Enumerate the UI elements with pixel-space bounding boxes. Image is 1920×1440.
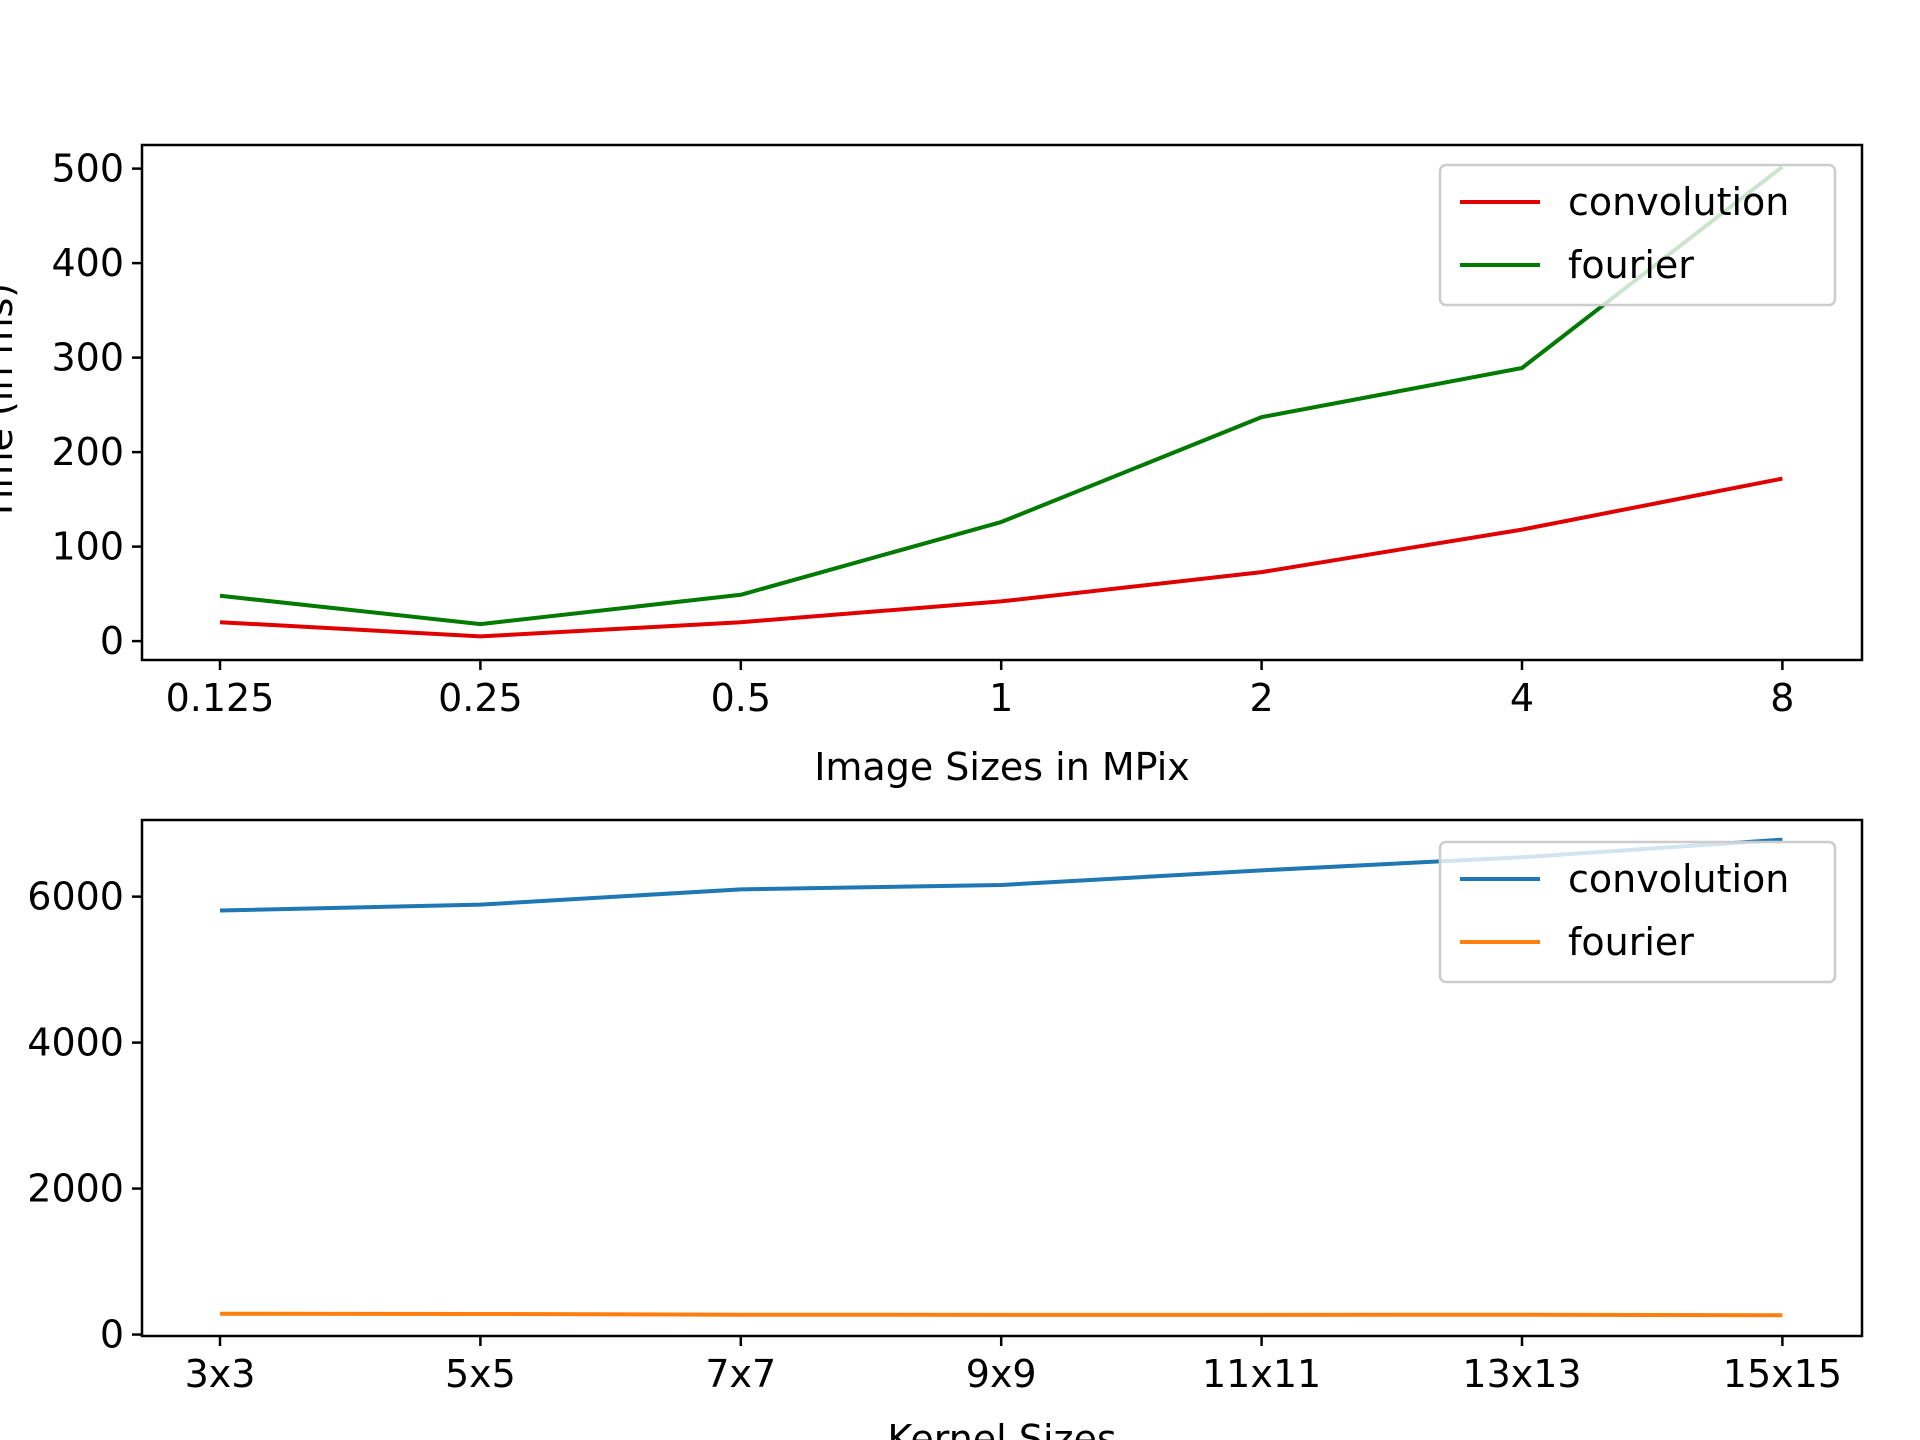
chart-kernel-sizes: 3x3 5x5 7x7 9x9 11x11 13x13 15x15 0 2000 4000 6000… <box>27 818 1864 1440</box>
x-tick-label: 0.25 <box>438 676 523 720</box>
y-tick-label: 300 <box>51 336 124 380</box>
x-tick-label: 7x7 <box>705 1352 776 1396</box>
x-tick-label: 15x15 <box>1723 1352 1842 1396</box>
y-tick-label: 6000 <box>27 875 124 919</box>
plot-frame <box>140 143 1864 662</box>
legend: convolution fourier <box>1438 163 1837 307</box>
y-tick-label: 4000 <box>27 1021 124 1065</box>
legend-label: convolution <box>1568 857 1789 901</box>
y-tick-label: 500 <box>51 147 124 191</box>
x-tick-label: 5x5 <box>445 1352 516 1396</box>
y-tick-label: 200 <box>51 430 124 474</box>
x-tick-label: 8 <box>1770 676 1794 720</box>
legend-label: fourier <box>1568 243 1694 287</box>
legend: convolution fourier <box>1438 840 1837 984</box>
x-tick-label: 9x9 <box>966 1352 1037 1396</box>
y-tick-label: 0 <box>100 619 124 663</box>
x-tick-label: 2 <box>1250 676 1274 720</box>
x-tick-label: 0.125 <box>166 676 275 720</box>
x-tick-label: 4 <box>1510 676 1534 720</box>
series-line-fourier <box>219 165 1784 627</box>
x-tick-label: 0.5 <box>711 676 771 720</box>
chart-image-sizes: 0.125 0.25 0.5 1 2 4 8 0 100 200 300 400 500 Image S… <box>0 143 1864 789</box>
x-axis-label: Kernel Sizes <box>887 1417 1116 1440</box>
y-tick-label: 400 <box>51 241 124 285</box>
series-line-fourier <box>219 1311 1783 1318</box>
x-tick-label: 3x3 <box>185 1352 256 1396</box>
x-axis-label: Image Sizes in MPix <box>814 745 1190 789</box>
y-tick-label: 2000 <box>27 1167 124 1211</box>
y-tick-label: 100 <box>51 525 124 569</box>
legend-label: fourier <box>1568 920 1694 964</box>
x-tick-label: 1 <box>989 676 1013 720</box>
plot-frame <box>140 818 1864 1338</box>
x-tick-label: 13x13 <box>1462 1352 1581 1396</box>
y-tick-label: 0 <box>100 1313 124 1357</box>
series-line-convolution <box>219 476 1783 639</box>
x-tick-label: 11x11 <box>1202 1352 1321 1396</box>
legend-label: convolution <box>1568 180 1789 224</box>
y-axis-label: Time (in ms) <box>0 283 21 522</box>
